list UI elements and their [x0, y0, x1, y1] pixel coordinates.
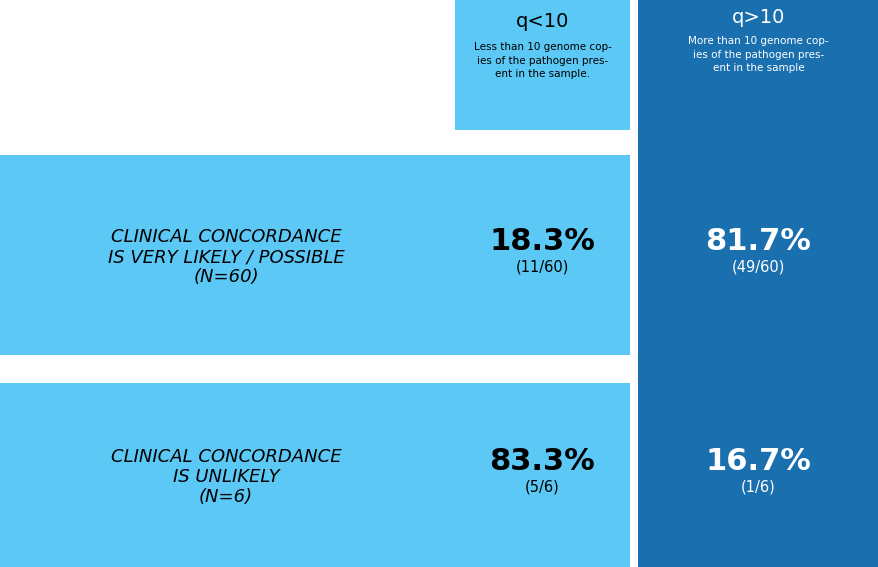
Text: 18.3%: 18.3%: [489, 226, 594, 256]
Text: 16.7%: 16.7%: [705, 446, 810, 476]
Text: 81.7%: 81.7%: [705, 226, 810, 256]
Text: More than 10 genome cop-
ies of the pathogen pres-
ent in the sample: More than 10 genome cop- ies of the path…: [687, 36, 828, 73]
Text: IS UNLIKELY: IS UNLIKELY: [172, 468, 279, 486]
Text: q>10: q>10: [731, 8, 784, 27]
Text: IS VERY LIKELY / POSSIBLE: IS VERY LIKELY / POSSIBLE: [107, 248, 344, 266]
Text: q<10: q<10: [515, 12, 569, 31]
Bar: [0, 383, 630, 567]
Text: (11/60): (11/60): [515, 260, 569, 274]
Text: (49/60): (49/60): [731, 260, 784, 274]
Text: CLINICAL CONCORDANCE: CLINICAL CONCORDANCE: [111, 228, 341, 246]
Text: (1/6): (1/6): [740, 480, 775, 494]
Bar: [455, 0, 630, 130]
Text: CLINICAL CONCORDANCE: CLINICAL CONCORDANCE: [111, 448, 341, 466]
Text: (N=60): (N=60): [193, 268, 258, 286]
Text: Less than 10 genome cop-
ies of the pathogen pres-
ent in the sample.: Less than 10 genome cop- ies of the path…: [473, 42, 611, 79]
Text: (N=6): (N=6): [198, 488, 253, 506]
Text: 83.3%: 83.3%: [489, 446, 594, 476]
Bar: [0, 155, 630, 355]
Text: (5/6): (5/6): [524, 480, 559, 494]
Bar: [637, 0, 878, 567]
